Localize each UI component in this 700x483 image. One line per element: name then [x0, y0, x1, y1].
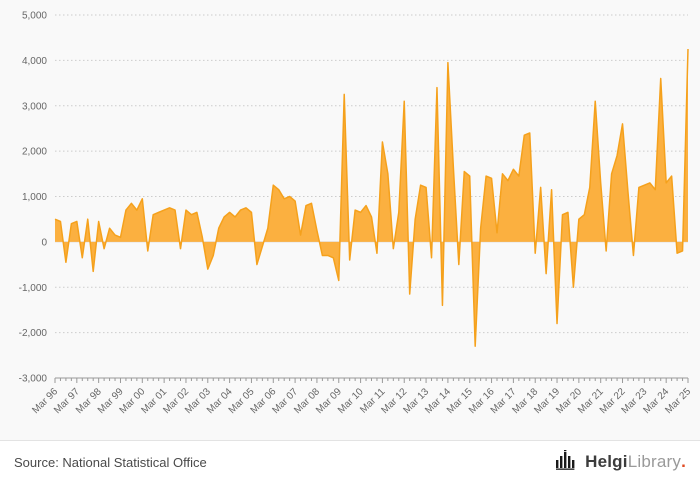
helgi-logo-icon [555, 449, 579, 475]
y-axis-grid-and-labels: -3,000 -2,000 -1,000 0 1,000 2,000 3,000 4,000 5… [19, 11, 688, 385]
source-label: Source: National Statistical Office [14, 454, 207, 470]
y-tick-label: 0 [41, 237, 47, 248]
helgi-library-logo: HelgiLibrary. [555, 449, 686, 475]
y-tick-label: 3,000 [22, 101, 47, 112]
helgi-logo-text: HelgiLibrary. [585, 452, 686, 472]
y-tick-label: 1,000 [22, 192, 47, 203]
chart-svg: -3,000 -2,000 -1,000 0 1,000 2,000 3,000 4,000 5… [19, 11, 694, 417]
chart-canvas: -3,000 -2,000 -1,000 0 1,000 2,000 3,000 4,000 5… [19, 11, 694, 417]
logo-brand-primary: Helgi [585, 452, 628, 471]
logo-brand-dot: . [681, 452, 686, 471]
area-fill [55, 49, 688, 347]
x-tick-label: Mar 25 [663, 386, 693, 416]
chart-footer: Source: National Statistical Office Helg… [0, 440, 700, 483]
x-axis [54, 377, 689, 383]
area-chart: -3,000 -2,000 -1,000 0 1,000 2,000 3,000 4,000 5… [18, 10, 694, 417]
y-tick-label: 2,000 [22, 147, 47, 158]
y-tick-label: -1,000 [19, 283, 48, 294]
y-tick-label: -3,000 [19, 374, 48, 385]
y-tick-label: 4,000 [22, 56, 47, 67]
logo-brand-secondary: Library [627, 452, 682, 471]
y-tick-label: -2,000 [19, 328, 48, 339]
series-line [54, 49, 689, 347]
y-tick-label: 5,000 [22, 11, 47, 22]
